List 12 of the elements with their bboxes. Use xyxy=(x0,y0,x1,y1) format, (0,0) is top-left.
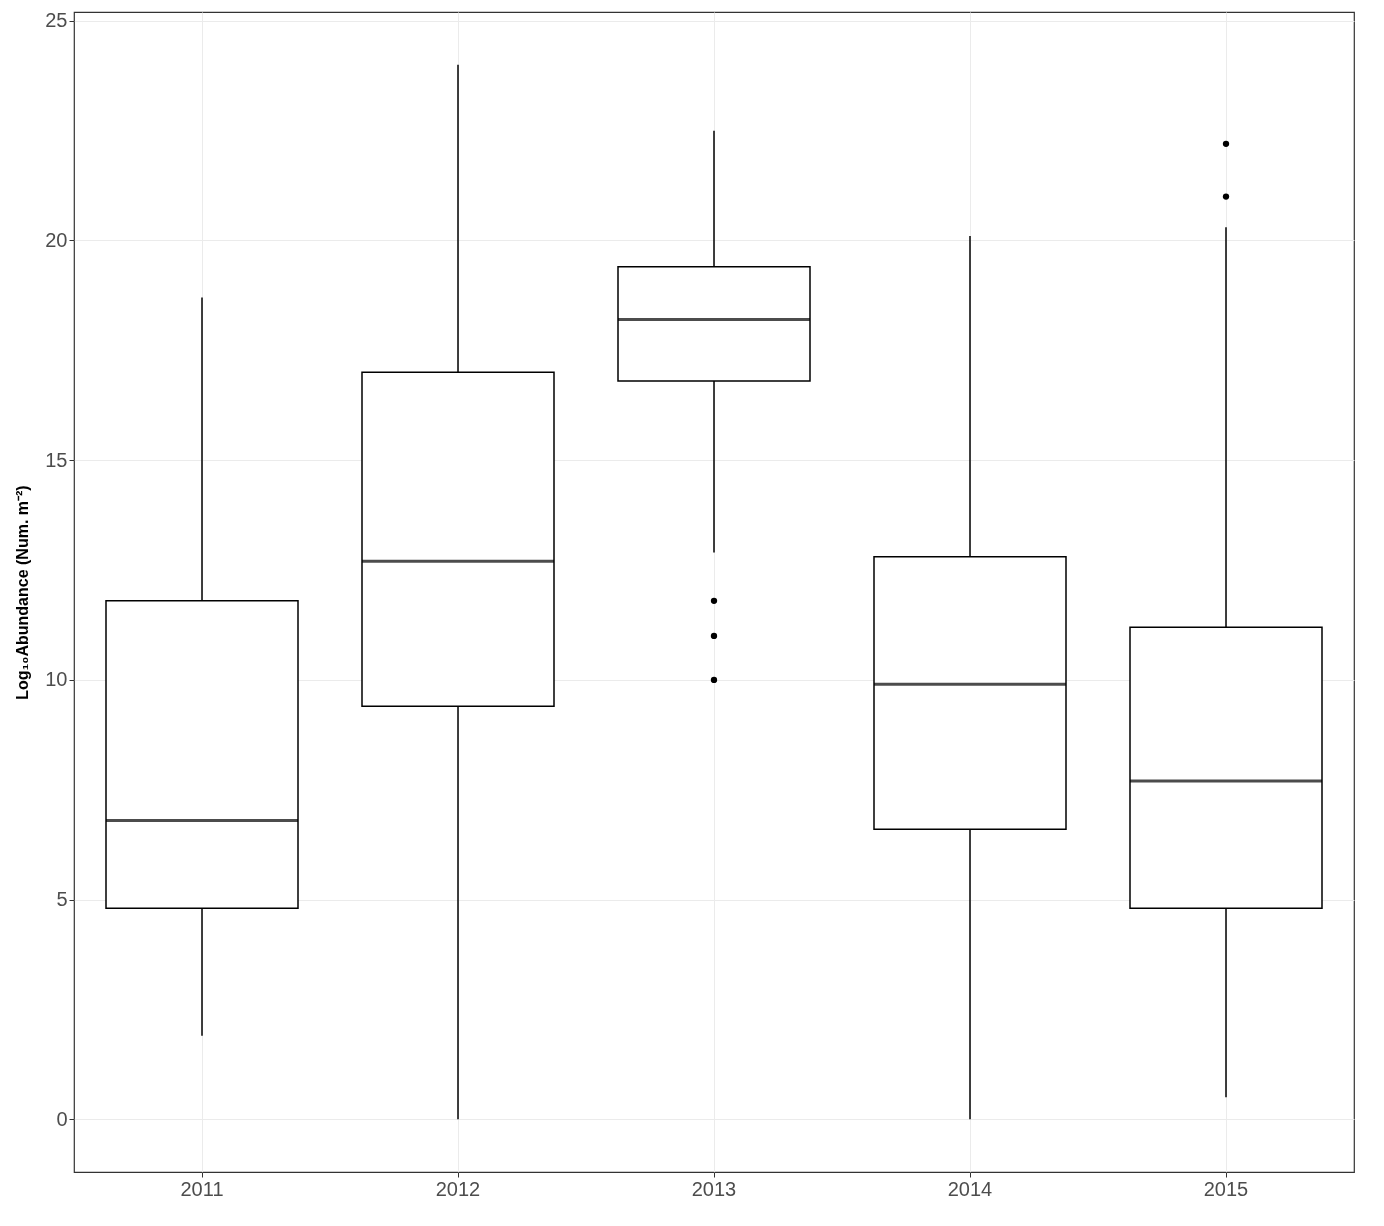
x-tick-label: 2013 xyxy=(691,1177,737,1200)
x-tick-label: 2014 xyxy=(947,1177,993,1200)
y-tick-label: 25 xyxy=(45,9,68,32)
x-tick-label: 2015 xyxy=(1203,1177,1249,1200)
y-tick-label: 0 xyxy=(56,1107,68,1130)
y-tick-label: 15 xyxy=(45,448,68,471)
y-tick-label: 20 xyxy=(45,228,68,251)
y-tick-label: 10 xyxy=(45,668,68,691)
x-tick-label: 2011 xyxy=(180,1177,224,1200)
y-tick-label: 5 xyxy=(56,888,68,911)
y-axis-title: Log₁₀Abundance (Num. m⁻²) xyxy=(14,485,32,700)
x-tick-label: 2012 xyxy=(435,1177,481,1200)
